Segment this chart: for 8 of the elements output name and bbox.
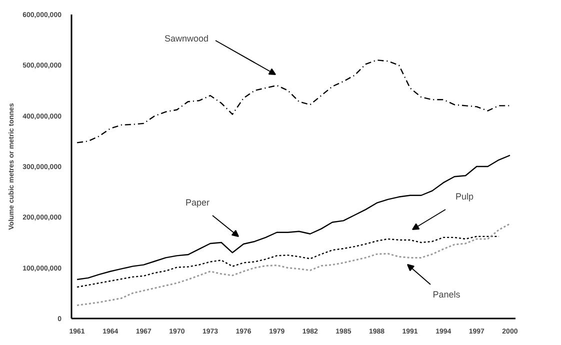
annotation: Sawnwood [164, 34, 209, 44]
line-series [76, 236, 500, 288]
annotation: Paper [185, 198, 210, 208]
annotation: Pulp [455, 192, 474, 202]
annotation: Panels [432, 290, 461, 300]
line-series [76, 60, 511, 144]
line-series [76, 223, 511, 306]
line-series [76, 154, 511, 280]
